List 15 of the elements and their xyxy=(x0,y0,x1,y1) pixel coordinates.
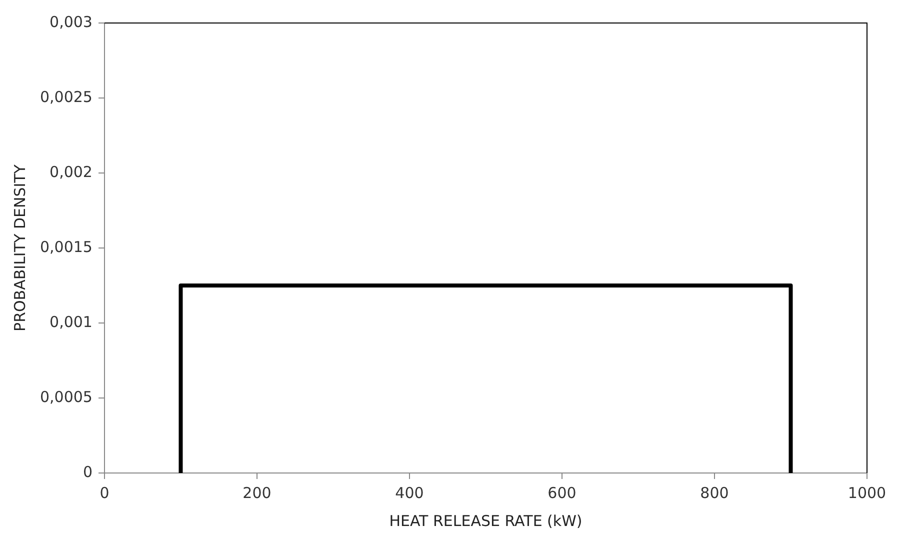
x-tick-label: 400 xyxy=(395,484,424,502)
y-tick-label: 0,003 xyxy=(50,12,92,31)
x-axis-title: HEAT RELEASE RATE (kW) xyxy=(389,512,582,530)
y-tick-label: 0,0025 xyxy=(40,88,92,106)
x-tick-label: 0 xyxy=(100,484,110,502)
y-tick-label: 0,001 xyxy=(50,312,92,331)
y-axis-title: PROBABILITY DENSITY xyxy=(10,164,29,332)
y-tick-label: 0,0005 xyxy=(40,388,92,406)
x-tick-label: 600 xyxy=(548,484,576,502)
x-tick-label: 800 xyxy=(700,484,729,502)
y-tick-label: 0 xyxy=(82,462,92,481)
x-tick-label: 1000 xyxy=(848,484,886,502)
x-tick-label: 200 xyxy=(242,484,272,502)
y-tick-label: 0,0015 xyxy=(40,238,92,256)
y-tick-label: 0,002 xyxy=(50,162,92,181)
